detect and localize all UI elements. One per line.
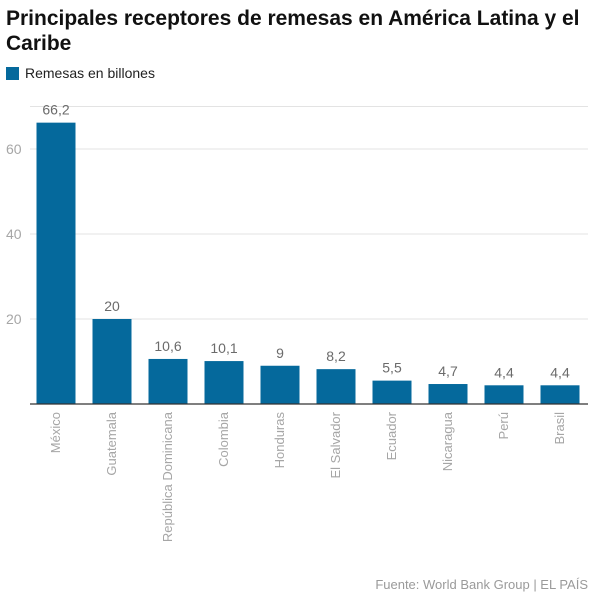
x-tick-label: Brasil: [552, 412, 567, 445]
bar: [204, 361, 244, 404]
source-note: Fuente: World Bank Group | EL PAÍS: [375, 577, 588, 592]
x-tick-label: Nicaragua: [440, 411, 455, 471]
data-label: 66,2: [42, 102, 69, 118]
bar: [372, 380, 412, 404]
legend-swatch: [6, 66, 19, 80]
data-label: 20: [104, 298, 120, 314]
bar: [260, 365, 300, 404]
bar: [36, 122, 76, 405]
legend: Remesas en billones: [6, 65, 155, 81]
bar: [148, 358, 188, 404]
x-tick-label: Colombia: [216, 411, 231, 467]
data-label: 4,4: [494, 364, 514, 380]
bar: [484, 385, 524, 404]
data-label: 5,5: [382, 360, 402, 376]
data-label: 10,1: [210, 340, 237, 356]
x-tick-label: Guatemala: [104, 411, 119, 475]
data-label: 10,6: [154, 338, 181, 354]
x-tick-label: El Salvador: [328, 411, 343, 478]
x-tick-label: México: [48, 412, 63, 453]
bar: [92, 319, 132, 404]
x-tick-label: Ecuador: [384, 411, 399, 460]
y-tick-label: 40: [6, 226, 22, 242]
y-tick-label: 60: [6, 141, 22, 157]
bar: [316, 369, 356, 404]
bar: [540, 385, 580, 404]
x-tick-label: Perú: [496, 412, 511, 439]
data-label: 9: [276, 345, 284, 361]
x-tick-label: República Dominicana: [160, 411, 175, 542]
data-label: 4,7: [438, 363, 458, 379]
legend-label: Remesas en billones: [25, 65, 155, 81]
data-label: 4,4: [550, 364, 570, 380]
x-tick-label: Honduras: [272, 412, 287, 469]
y-tick-label: 20: [6, 311, 22, 327]
data-label: 8,2: [326, 348, 346, 364]
bar: [428, 384, 468, 404]
chart-title: Principales receptores de remesas en Amé…: [6, 7, 580, 55]
